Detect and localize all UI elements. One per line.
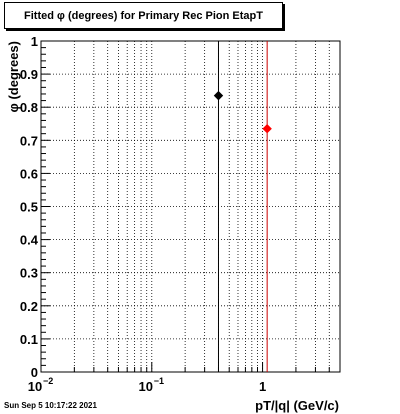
y-tick-label: 0.9 xyxy=(20,67,38,82)
x-tick-label: 10 xyxy=(139,379,153,394)
y-tick-label: 0.2 xyxy=(20,299,38,314)
y-tick-label: 0.6 xyxy=(20,166,38,181)
y-tick-label: 1 xyxy=(31,34,38,49)
x-axis-label: pT/|q| (GeV/c) xyxy=(255,398,339,413)
x-tick-label: 10 xyxy=(28,379,42,394)
y-axis-label: φ (degrees) xyxy=(6,41,21,112)
y-tick-label: 0.1 xyxy=(20,332,38,347)
grid xyxy=(41,41,340,372)
y-tick-label: 0.4 xyxy=(20,233,39,248)
x-tick-exponent: −2 xyxy=(43,376,53,386)
y-tick-label: 0.8 xyxy=(20,100,38,115)
x-tick-label: 1 xyxy=(259,379,266,394)
y-tick-label: 0.3 xyxy=(20,266,38,281)
timestamp: Sun Sep 5 10:17:22 2021 xyxy=(4,401,97,410)
axis-ticks xyxy=(40,40,341,373)
plot-frame xyxy=(40,40,341,373)
y-tick-label: 0.5 xyxy=(20,200,38,215)
x-tick-exponent: −1 xyxy=(154,376,164,386)
chart-title: Fitted φ (degrees) for Primary Rec Pion … xyxy=(4,2,283,29)
y-tick-label: 0.7 xyxy=(20,133,38,148)
data-point xyxy=(213,90,224,101)
y-tick-label: 0 xyxy=(31,365,38,380)
data-point xyxy=(262,124,272,134)
data-series xyxy=(213,41,272,372)
